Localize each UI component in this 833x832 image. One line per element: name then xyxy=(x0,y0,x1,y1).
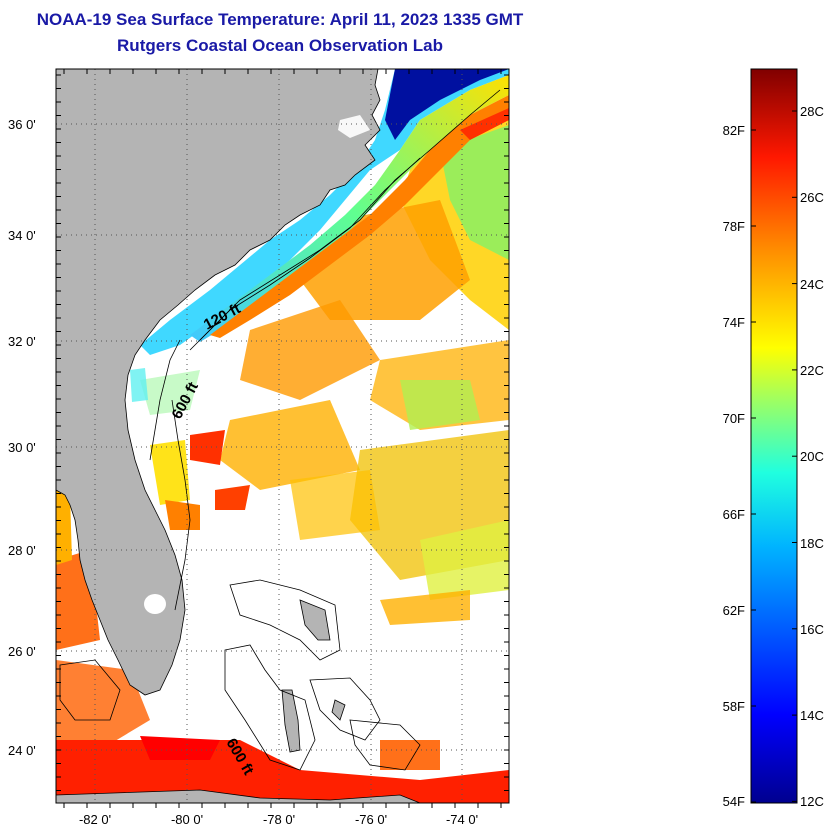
cbar-c-20: 20C xyxy=(800,449,824,464)
cbar-c-26: 26C xyxy=(800,190,824,205)
cbar-f-62: 62F xyxy=(723,603,745,618)
cbar-f-78: 78F xyxy=(723,219,745,234)
lat-label-26: 26 0' xyxy=(8,644,36,659)
cbar-c-24: 24C xyxy=(800,277,824,292)
colorbar-celsius-labels: 28C 26C 24C 22C 20C 18C 16C 14C 12C xyxy=(800,104,824,809)
longitude-labels: -82 0' -80 0' -78 0' -76 0' -74 0' xyxy=(79,812,478,827)
map-panel xyxy=(56,69,509,803)
lon-label-78: -78 0' xyxy=(263,812,295,827)
cbar-c-12: 12C xyxy=(800,794,824,809)
colorbar-fahrenheit-labels: 82F 78F 74F 70F 66F 62F 58F 54F xyxy=(723,123,745,809)
map-title: NOAA-19 Sea Surface Temperature: April 1… xyxy=(36,10,524,29)
cbar-c-16: 16C xyxy=(800,622,824,637)
cbar-f-58: 58F xyxy=(723,699,745,714)
lat-label-32: 32 0' xyxy=(8,334,36,349)
lat-label-24: 24 0' xyxy=(8,743,36,758)
cbar-c-28: 28C xyxy=(800,104,824,119)
cbar-c-14: 14C xyxy=(800,708,824,723)
lon-label-76: -76 0' xyxy=(355,812,387,827)
sst-coastal-band xyxy=(130,69,509,402)
bahamas-islands xyxy=(56,599,421,803)
lat-label-34: 34 0' xyxy=(8,228,36,243)
lon-label-74: -74 0' xyxy=(446,812,478,827)
lat-label-36: 36 0' xyxy=(8,117,36,132)
lake-okeechobee xyxy=(144,594,166,614)
lat-label-28: 28 0' xyxy=(8,543,36,558)
cbar-c-18: 18C xyxy=(800,536,824,551)
cbar-f-82: 82F xyxy=(723,123,745,138)
map-border xyxy=(55,68,510,804)
temperature-colorbar xyxy=(750,68,798,804)
cbar-f-54: 54F xyxy=(723,794,745,809)
cbar-f-74: 74F xyxy=(723,315,745,330)
cbar-f-66: 66F xyxy=(723,507,745,522)
cbar-f-70: 70F xyxy=(723,411,745,426)
us-landmass xyxy=(56,69,381,696)
lon-label-80: -80 0' xyxy=(171,812,203,827)
colorbar-ticks xyxy=(751,110,797,803)
cbar-c-22: 22C xyxy=(800,363,824,378)
graticule xyxy=(56,69,509,803)
lon-label-82: -82 0' xyxy=(79,812,111,827)
latitude-labels: 36 0' 34 0' 32 0' 30 0' 28 0' 26 0' 24 0… xyxy=(8,117,36,758)
map-subtitle: Rutgers Coastal Ocean Observation Lab xyxy=(117,36,443,55)
map-ticks xyxy=(56,69,509,808)
sst-offshore-patches xyxy=(56,120,509,803)
lat-label-30: 30 0' xyxy=(8,440,36,455)
